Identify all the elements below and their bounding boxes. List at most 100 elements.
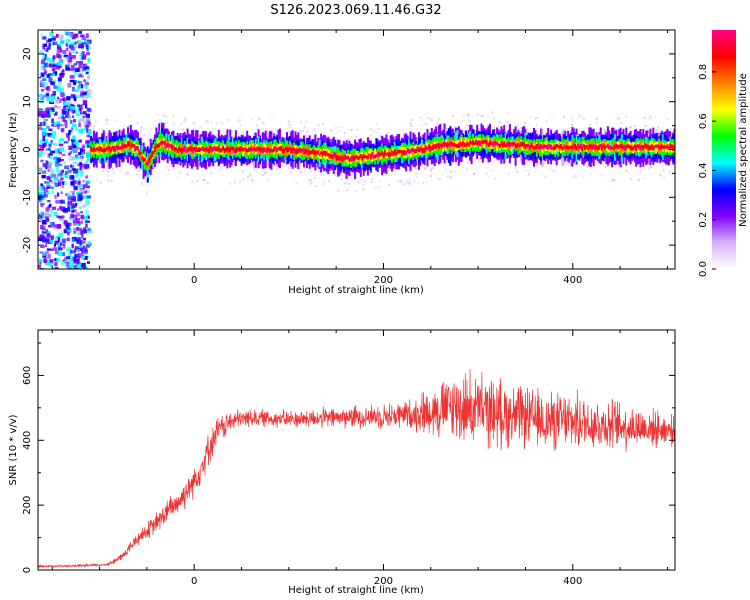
heatmap-cell [430,119,433,122]
x-tick-label: 400 [563,275,582,286]
heatmap-cell [86,245,90,249]
heatmap-cell [288,167,291,170]
heatmap-cell [83,79,86,83]
heatmap-cell [78,139,82,143]
heatmap-cell [58,232,64,237]
heatmap-cell [317,124,320,127]
heatmap-cell [328,153,331,159]
heatmap-cell [78,31,82,34]
heatmap-cell [349,156,352,162]
heatmap-cell [335,126,338,129]
heatmap-cell [670,144,673,149]
heatmap-cell [40,204,44,208]
heatmap-cell [47,153,50,158]
heatmap-cell [81,235,84,239]
heatmap-cell [46,74,50,78]
heatmap-cell [462,114,465,117]
heatmap-cell [581,175,584,178]
heatmap-cell [57,173,62,177]
heatmap-cell [54,62,59,66]
heatmap-cell [140,129,143,132]
heatmap-cell [318,169,321,172]
heatmap-cell [38,217,43,220]
heatmap-cell [69,151,72,155]
heatmap-cell [253,146,256,151]
y-tick-label: 20 [22,48,33,61]
heatmap-cell [73,119,76,123]
heatmap-cell [85,220,90,223]
heatmap-cell [53,224,58,229]
heatmap-cell [501,143,504,148]
heatmap-cell [270,148,273,152]
heatmap-cell [223,147,226,154]
heatmap-cell [535,164,538,167]
heatmap-cell [43,86,46,91]
heatmap-cell [50,38,56,41]
heatmap-cell [40,246,45,248]
heatmap-cell [54,177,57,181]
heatmap-cell [63,119,67,123]
heatmap-cell [78,206,82,209]
heatmap-cell [557,144,560,148]
heatmap-cell [638,144,641,150]
figure-title: S126.2023.069.11.46.G32 [270,3,441,18]
heatmap-cell [44,238,50,242]
heatmap-cell [400,179,403,182]
heatmap-cell [608,145,611,150]
heatmap-cell [650,166,653,169]
colorbar-tick-label: 0.0 [698,261,709,277]
heatmap-cell [376,152,379,157]
heatmap-cell [571,119,574,122]
heatmap-cell [73,139,77,145]
heatmap-cell [82,110,87,115]
heatmap-cell [429,117,431,120]
heatmap-cell [570,115,573,118]
heatmap-cell [435,143,438,149]
heatmap-cell [38,110,43,116]
heatmap-cell [464,137,467,149]
heatmap-cell [552,146,555,151]
heatmap-cell [62,50,67,54]
heatmap-cell [95,120,97,123]
heatmap-cell [40,183,43,187]
heatmap-cell [68,156,74,161]
heatmap-cell [81,67,86,72]
heatmap-cell [309,183,312,186]
heatmap-cell [73,41,77,45]
heatmap-cell [57,181,61,186]
heatmap-cell [57,247,63,251]
heatmap-cell [417,181,419,184]
heatmap-cell [416,176,419,179]
heatmap-cell [377,128,380,131]
heatmap-cell [71,138,76,142]
heatmap-cell [175,147,178,151]
heatmap-cell [387,169,390,172]
heatmap-cell [552,169,555,172]
heatmap-cell [69,104,74,108]
heatmap-cell [633,144,636,149]
heatmap-cell [622,145,625,149]
heatmap-cell [628,144,631,149]
heatmap-cell [82,100,88,105]
heatmap-cell [50,60,54,65]
heatmap-cell [424,122,427,125]
heatmap-cell [125,144,128,149]
heatmap-cell [60,177,64,180]
heatmap-cell [53,247,57,251]
heatmap-cell [317,168,320,171]
heatmap-cell [402,149,405,155]
heatmap-cell [286,146,288,153]
heatmap-cell [51,118,54,124]
heatmap-cell [64,104,69,108]
heatmap-cell [567,146,570,150]
heatmap-cell [547,144,550,150]
heatmap-cell [74,154,79,159]
heatmap-cell [83,237,86,241]
heatmap-cell [43,71,46,75]
heatmap-cell [514,144,517,149]
heatmap-cell [45,82,49,86]
heatmap-cell [186,147,189,153]
heatmap-cell [65,43,68,47]
heatmap-cell [507,111,510,114]
heatmap-cell [59,48,63,53]
